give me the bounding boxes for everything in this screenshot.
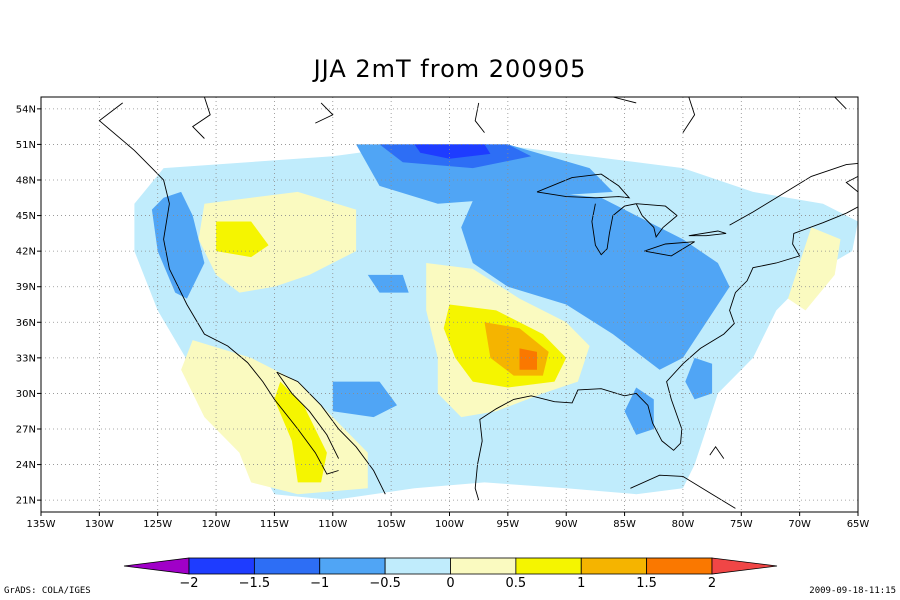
coastline-segment	[315, 102, 334, 124]
colorbar-high-arrow	[711, 557, 778, 575]
latitude-tick-label: 42N	[16, 247, 36, 258]
coastline-segment	[709, 446, 725, 459]
colorbar-level-label: 0.5	[506, 576, 527, 591]
longitude-tick-label: 120W	[202, 519, 231, 530]
footer-credit: GrADS: COLA/IGES	[4, 586, 91, 596]
field-region-wyoming-cool	[367, 274, 409, 293]
longitude-tick-label: 130W	[85, 519, 114, 530]
field-region-idaho-hot	[216, 221, 269, 258]
coastline-segment	[688, 230, 727, 237]
field-region-northeast-warm	[788, 227, 841, 311]
coastline-segment	[536, 173, 631, 199]
colorbar: −2 −1.5 −1 −0.5 0 0.5 1 1.5 2	[123, 557, 778, 591]
graticule	[41, 97, 858, 512]
plot-area: 54N 51N 48N 45N 42N 39N 36N 33N 30N 27N 24N 21N 135…	[16, 96, 870, 532]
colorbar-swatch	[646, 557, 713, 575]
longitude-tick-label: 135W	[27, 519, 56, 530]
field-region-carolina-cool	[685, 357, 713, 400]
latitude-tick-label: 51N	[16, 140, 36, 151]
field-region-great-lakes-cool	[461, 174, 730, 370]
field-region-texas-cool	[332, 381, 397, 418]
latitude-tick-label: 27N	[16, 425, 36, 436]
field-region-baja-hot	[274, 381, 327, 483]
coastline-segment	[276, 371, 386, 495]
coastline-segment	[479, 212, 847, 451]
latitude-tick-label: 54N	[16, 104, 36, 115]
colorbar-swatch	[188, 557, 255, 575]
colorbar-level-label: −0.5	[369, 576, 401, 591]
colorbar-level-label: −1.5	[239, 576, 271, 591]
colorbar-level-label: −1	[310, 576, 329, 591]
colorbar-swatch	[253, 557, 321, 575]
colorbar-swatch	[580, 557, 648, 575]
latitude-tick-label: 48N	[16, 176, 36, 187]
field-region-florida-cool	[624, 387, 654, 435]
field-region-plains-core	[519, 348, 537, 370]
longitude-tick-label: 95W	[497, 519, 520, 530]
coastline-segment	[630, 474, 736, 509]
colorbar-swatch	[515, 557, 582, 575]
coastline-segment	[834, 97, 847, 110]
latitude-tick-label: 30N	[16, 389, 36, 400]
longitude-tick-label: 115W	[260, 519, 289, 530]
coastline-segment	[474, 440, 483, 501]
longitude-tick-label: 105W	[377, 519, 406, 530]
colorbar-level-label: 0	[446, 576, 454, 591]
longitude-labels: 135W 130W 125W 120W 115W 110W 105W 100W 95W 90W 85…	[27, 512, 870, 530]
coastline-segment	[98, 102, 339, 475]
coastline-segment	[276, 371, 340, 459]
colorbar-swatch	[450, 557, 517, 575]
field-region-northwest-cool	[151, 191, 205, 299]
latitude-tick-label: 33N	[16, 353, 36, 364]
colorbar-level-label: 1.5	[636, 576, 657, 591]
latitude-tick-label: 21N	[16, 496, 36, 507]
colorbar-swatch	[384, 557, 451, 575]
coastline-segment	[644, 241, 695, 257]
longitude-tick-label: 80W	[672, 519, 695, 530]
colorbar-low-arrow	[123, 557, 190, 575]
coastline-segment	[635, 203, 678, 238]
coastline-segment	[591, 203, 637, 256]
anomaly-field	[134, 144, 858, 501]
latitude-labels: 54N 51N 48N 45N 42N 39N 36N 33N 30N 27N 24N 21N	[16, 104, 41, 507]
longitude-tick-label: 110W	[318, 519, 347, 530]
coastline-segment	[191, 97, 211, 139]
longitude-tick-label: 100W	[435, 519, 464, 530]
latitude-tick-label: 45N	[16, 211, 36, 222]
colorbar-level-label: 2	[708, 576, 716, 591]
longitude-tick-label: 70W	[788, 519, 811, 530]
longitude-tick-label: 75W	[730, 519, 753, 530]
longitude-tick-label: 85W	[613, 519, 636, 530]
coastline-segment	[846, 530, 852, 532]
coastline-segment	[612, 97, 637, 104]
field-region-northern-coldest	[414, 144, 491, 159]
longitude-tick-label: 125W	[143, 519, 172, 530]
longitude-tick-label: 65W	[847, 519, 870, 530]
longitude-tick-label: 90W	[555, 519, 578, 530]
footer-timestamp: 2009-09-18-11:15	[809, 586, 896, 596]
latitude-tick-label: 24N	[16, 460, 36, 471]
colorbar-level-label: −2	[179, 576, 198, 591]
latitude-tick-label: 39N	[16, 282, 36, 293]
colorbar-swatch	[319, 557, 386, 575]
coastline-segment	[682, 97, 696, 133]
colorbar-level-label: 1	[577, 576, 585, 591]
map-title: JJA 2mT from 200905	[313, 55, 587, 83]
coastline-segment	[729, 162, 858, 226]
latitude-tick-label: 36N	[16, 318, 36, 329]
field-region-idaho-warm	[198, 191, 357, 293]
